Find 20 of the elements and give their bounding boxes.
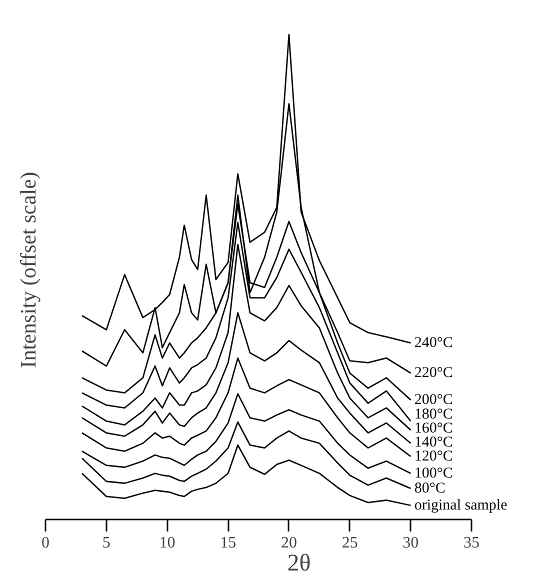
x-tick-label: 5	[102, 534, 110, 552]
series-label: 240°C	[414, 334, 453, 351]
x-tick-label: 10	[159, 534, 176, 552]
series-label: 100°C	[414, 465, 453, 482]
series-label: 220°C	[414, 365, 453, 382]
series-label: 80°C	[414, 480, 446, 496]
series-label: original sample	[414, 497, 508, 514]
x-tick-label: 20	[280, 534, 297, 552]
series-label: 140°C	[414, 434, 453, 450]
series-label: 180°C	[414, 406, 453, 422]
series-label: 200°C	[414, 392, 453, 408]
x-axis-title: 2θ	[287, 550, 311, 576]
x-tick-label: 0	[42, 534, 50, 552]
series-label: 160°C	[414, 420, 453, 436]
x-tick-label: 25	[342, 534, 358, 552]
x-tick-label: 30	[402, 534, 419, 552]
x-tick-label: 15	[220, 534, 236, 552]
y-axis-title: Intensity (offset scale)	[16, 172, 40, 368]
series-label: 120°C	[414, 448, 453, 464]
x-tick-label: 35	[464, 534, 480, 552]
